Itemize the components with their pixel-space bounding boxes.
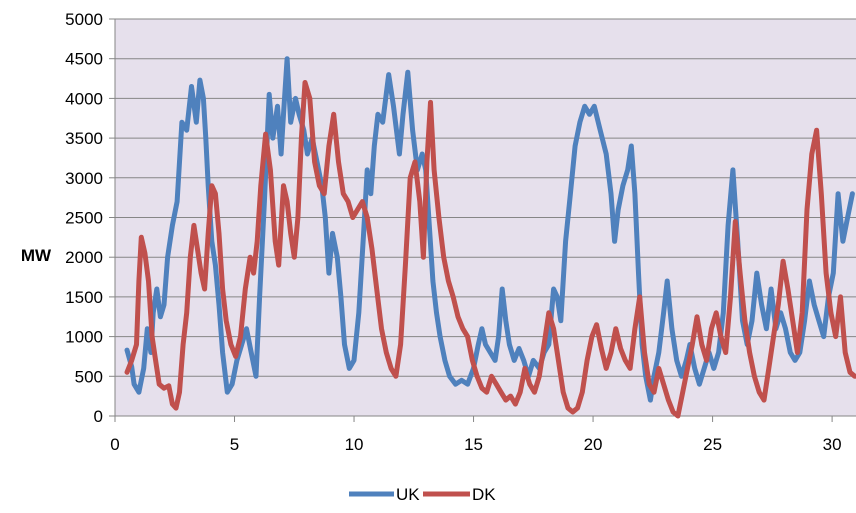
legend-label-dk: DK (472, 485, 496, 504)
x-tick-label: 5 (230, 435, 239, 454)
series-layer (124, 56, 856, 419)
y-tick-label: 3500 (65, 129, 103, 148)
y-tick-label: 1500 (65, 288, 103, 307)
x-tick-label: 30 (823, 435, 842, 454)
y-axis-ticks: 0 500 1000 1500 2000 2500 3000 3500 4000 4500 5000 (65, 10, 115, 426)
y-tick-label: 1000 (65, 328, 103, 347)
y-tick-label: 5000 (65, 10, 103, 29)
series-line-dk (124, 80, 856, 419)
y-tick-label: 2000 (65, 248, 103, 267)
y-axis-label: MW (21, 246, 52, 265)
y-tick-label: 0 (94, 407, 103, 426)
y-tick-label: 4500 (65, 50, 103, 69)
x-tick-label: 0 (110, 435, 119, 454)
x-tick-label: 15 (464, 435, 483, 454)
x-tick-label: 10 (345, 435, 364, 454)
y-tick-label: 4000 (65, 89, 103, 108)
y-tick-label: 500 (75, 367, 103, 386)
legend: UK DK (349, 485, 496, 504)
y-tick-label: 2500 (65, 209, 103, 228)
x-tick-label: 25 (703, 435, 722, 454)
legend-label-uk: UK (396, 485, 420, 504)
y-tick-label: 3000 (65, 169, 103, 188)
x-axis-ticks: 0 5 10 15 20 25 30 (110, 416, 842, 454)
x-tick-label: 20 (584, 435, 603, 454)
